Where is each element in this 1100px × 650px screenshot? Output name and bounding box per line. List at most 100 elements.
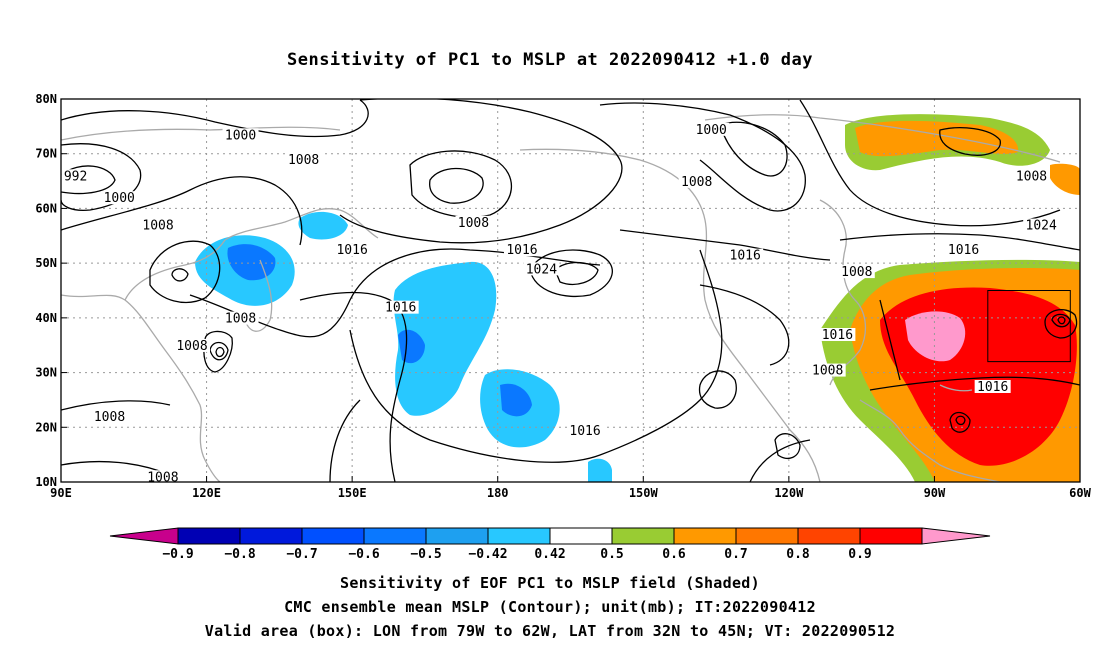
contour-label-bg	[140, 218, 177, 232]
contour-label-bg	[382, 300, 419, 314]
contour-label-bg	[61, 169, 90, 183]
contour-label-bg	[222, 128, 259, 142]
contour-label-bg	[678, 174, 715, 188]
colorbar-segment	[109, 527, 179, 545]
lon-tick-label: 90W	[924, 486, 946, 500]
negative-sensitivity-kamchatka	[298, 211, 348, 240]
contour-label: 1000	[225, 128, 256, 143]
axis-ticks	[60, 98, 1081, 483]
contour-label: 1008	[681, 175, 712, 190]
contour-label-bg	[503, 243, 540, 257]
colorbar-label: 0.9	[848, 547, 871, 562]
coastlines	[61, 114, 1061, 482]
positive-sensitivity-east-edge	[1050, 163, 1080, 195]
contour-label: 1008	[225, 312, 256, 327]
colorbar-segment	[301, 527, 365, 545]
colorbar-labels: −0.9 −0.8 −0.7 −0.6 −0.5 −0.42 0.42 0.5 0.6 0.7 0.…	[162, 547, 871, 562]
contour-label: 1008	[1016, 169, 1047, 184]
lon-tick-label: 60W	[1069, 486, 1091, 500]
colorbar-label: 0.42	[534, 547, 565, 562]
lat-tick-label: 30N	[35, 366, 57, 380]
positive-sensitivity-region-pink	[905, 311, 966, 362]
footer-line-2: CMC ensemble mean MSLP (Contour); unit(m…	[284, 598, 816, 616]
lat-tick-label: 80N	[35, 92, 57, 106]
colorbar-segment	[673, 527, 737, 545]
lon-tick-label: 180	[487, 486, 509, 500]
colorbar-label: 0.6	[662, 547, 686, 562]
contour-label-bg	[693, 122, 730, 136]
contour-label: 1024	[526, 262, 557, 277]
negative-sensitivity-japan-core	[227, 244, 276, 281]
contour-label: 1008	[94, 410, 125, 425]
contour-label: 992	[64, 169, 87, 184]
contour-label: 1016	[506, 243, 537, 258]
contour-label: 1016	[977, 380, 1008, 395]
colorbar-segment	[859, 527, 923, 545]
contour-label: 1008	[142, 219, 173, 234]
valid-area-box	[987, 290, 1071, 363]
mslp-contours	[61, 99, 1080, 482]
colorbar-segment	[239, 527, 303, 545]
contour-label-bg	[285, 152, 322, 166]
contour-label: 1016	[730, 249, 761, 264]
colorbar-label: −0.7	[286, 547, 317, 562]
lon-tick-label: 120W	[774, 486, 804, 500]
contour-label: 1016	[385, 301, 416, 316]
contour-label-bg	[819, 328, 856, 342]
contour-label: 1016	[569, 424, 600, 439]
footer-line-1: Sensitivity of EOF PC1 to MSLP field (Sh…	[340, 574, 760, 592]
contour-label-bg	[567, 423, 604, 437]
negative-sensitivity-pacific-core	[398, 329, 425, 364]
contour-label-bg	[1013, 169, 1050, 183]
contour-label: 1008	[176, 339, 207, 354]
lat-tick-label: 40N	[35, 311, 57, 325]
contour-labels: 1000 1008 992 1000 1008 1016 1008 1008 1008 1008 1…	[61, 122, 1060, 482]
contour-label-bg	[727, 248, 764, 262]
contour-label-bg	[144, 470, 181, 482]
colorbar	[109, 527, 991, 545]
contour-label: 1008	[841, 265, 872, 280]
colorbar-segment	[487, 527, 551, 545]
map-panel: 1000 1008 992 1000 1008 1016 1008 1008 1008 1008 1…	[35, 92, 1091, 500]
negative-sensitivity-south	[588, 458, 612, 482]
colorbar-segment	[611, 527, 675, 545]
colorbar-label: 0.5	[600, 547, 623, 562]
footer-line-3: Valid area (box): LON from 79W to 62W, L…	[204, 622, 896, 640]
contour-label-bg	[974, 379, 1011, 393]
lat-tick-label: 20N	[35, 420, 57, 434]
colorbar-segment	[921, 527, 991, 545]
contour-label: 1008	[812, 364, 843, 379]
colorbar-segment	[425, 527, 489, 545]
contour-label-bg	[174, 338, 211, 352]
contour-label-bg	[455, 215, 492, 229]
contour-label: 1008	[288, 153, 319, 168]
contour-label-bg	[222, 311, 259, 325]
contour-label-bg	[838, 265, 875, 279]
colorbar-label: −0.6	[348, 547, 379, 562]
colorbar-segment	[363, 527, 427, 545]
colorbar-segment	[549, 527, 613, 545]
colorbar-label: −0.9	[162, 547, 193, 562]
contour-label: 1024	[1026, 219, 1057, 234]
colorbar-segment	[797, 527, 861, 545]
contour-label: 1000	[696, 123, 727, 138]
colorbar-label: 0.8	[786, 547, 810, 562]
contour-label: 1000	[104, 191, 135, 206]
lat-tick-label: 10N	[35, 475, 57, 489]
map-frame	[60, 98, 1081, 483]
negative-sensitivity-central-core	[500, 383, 532, 417]
lon-tick-label: 150W	[629, 486, 659, 500]
lon-tick-label: 150E	[338, 486, 367, 500]
colorbar-label: −0.5	[410, 547, 441, 562]
contour-label-bg	[91, 410, 128, 424]
colorbar-label: 0.7	[724, 547, 747, 562]
colorbar-label: −0.8	[224, 547, 255, 562]
lon-tick-label: 120E	[192, 486, 221, 500]
contour-label-bg	[809, 363, 846, 377]
contour-label: 1016	[948, 243, 979, 258]
contour-label: 1008	[458, 216, 489, 231]
lat-tick-label: 60N	[35, 201, 57, 215]
contour-label-bg	[1023, 218, 1060, 232]
